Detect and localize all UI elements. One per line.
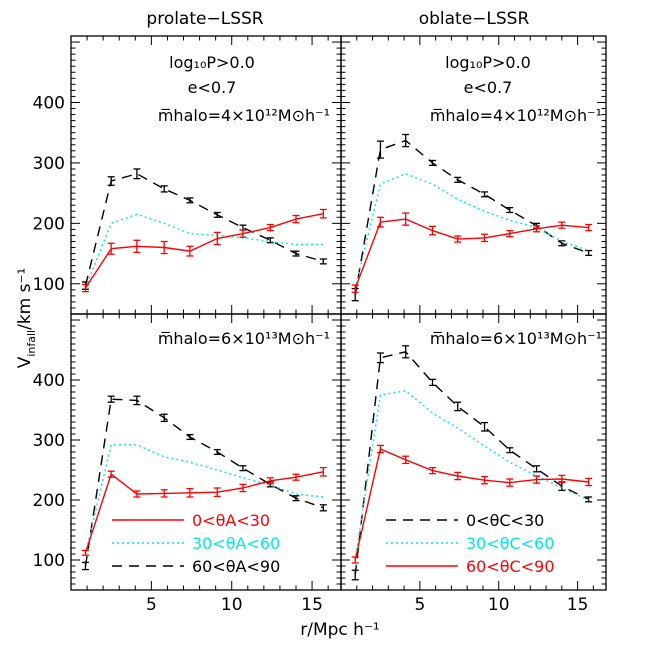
legend-label: 30<θA<60 [192, 534, 280, 553]
legend-label: 60<θC<90 [466, 557, 555, 576]
y-axis-label: Vinfall/km s⁻¹ [15, 268, 38, 369]
annotation-mass-top-left: m̅halo=4×10¹²M⊙h⁻¹ [158, 106, 330, 125]
x-tick-label: 15 [301, 595, 323, 615]
x-tick-label: 10 [221, 595, 243, 615]
series-line [84, 471, 324, 554]
panel-title-right: oblate−LSSR [419, 9, 530, 29]
annotation-mass-bottom-left: m̅halo=6×10¹³M⊙h⁻¹ [158, 329, 330, 348]
x-axis-label: r/Mpc h⁻¹ [300, 620, 380, 640]
legend-left: 0<θA<30 30<θA<60 60<θA<90 [112, 511, 280, 576]
y-tick-label: 100 [33, 275, 65, 295]
y-axis-label-rest: /km s⁻¹ [15, 268, 35, 330]
series-line [84, 398, 324, 567]
panels: 100 200 300 400 100 200 300 400 5 10 15 5 10 15 [33, 35, 607, 615]
series-line [354, 139, 589, 295]
series-line [84, 444, 324, 555]
annotation-eccentricity-right: e<0.7 [464, 78, 513, 97]
annotation-mass-top-right: m̅halo=4×10¹²M⊙h⁻¹ [430, 106, 602, 125]
y-axis-label-main: V [15, 356, 35, 368]
x-tick-label: 5 [414, 595, 425, 615]
series-line [84, 213, 324, 289]
x-tick-label: 15 [567, 595, 589, 615]
y-tick-label: 100 [33, 551, 65, 571]
y-tick-label: 300 [33, 154, 65, 174]
panel-top-right [340, 35, 607, 315]
series-line [84, 213, 324, 289]
annotation-period-left: log₁₀P>0.0 [169, 53, 255, 72]
x-tick-label: 5 [146, 595, 157, 615]
legends: 0<θA<30 30<θA<60 60<θA<90 0<θC<30 30<θC<60 60… [112, 511, 555, 576]
y-tick-label: 200 [33, 491, 65, 511]
series-line [354, 448, 589, 561]
series-line [84, 173, 324, 286]
series-line [354, 218, 589, 289]
legend-label: 30<θC<60 [466, 534, 555, 553]
y-tick-label: 400 [33, 93, 65, 113]
legend-label: 60<θA<90 [192, 557, 280, 576]
series-group [81, 395, 327, 571]
series-group [351, 133, 593, 302]
annotation-mass-bottom-right: m̅halo=6×10¹³M⊙h⁻¹ [430, 329, 602, 348]
legend-right: 0<θC<30 30<θC<60 60<θC<90 [386, 511, 555, 576]
series-group [351, 345, 593, 581]
series-line [354, 173, 589, 289]
y-tick-label: 400 [33, 371, 65, 391]
y-axis-label-sub: infall [25, 330, 38, 357]
y-tick-label: 200 [33, 214, 65, 234]
panel-bottom-right: 5 10 15 [340, 313, 607, 615]
panel-bottom-left: 100 200 300 400 5 10 15 [33, 313, 342, 615]
legend-label: 0<θA<30 [192, 511, 270, 530]
x-tick-label: 10 [488, 595, 510, 615]
annotation-period-right: log₁₀P>0.0 [445, 53, 531, 72]
panel-title-left: prolate−LSSR [146, 9, 263, 29]
series-group [81, 168, 327, 293]
y-tick-label: 300 [33, 431, 65, 451]
annotation-eccentricity-left: e<0.7 [188, 78, 237, 97]
legend-label: 0<θC<30 [466, 511, 544, 530]
